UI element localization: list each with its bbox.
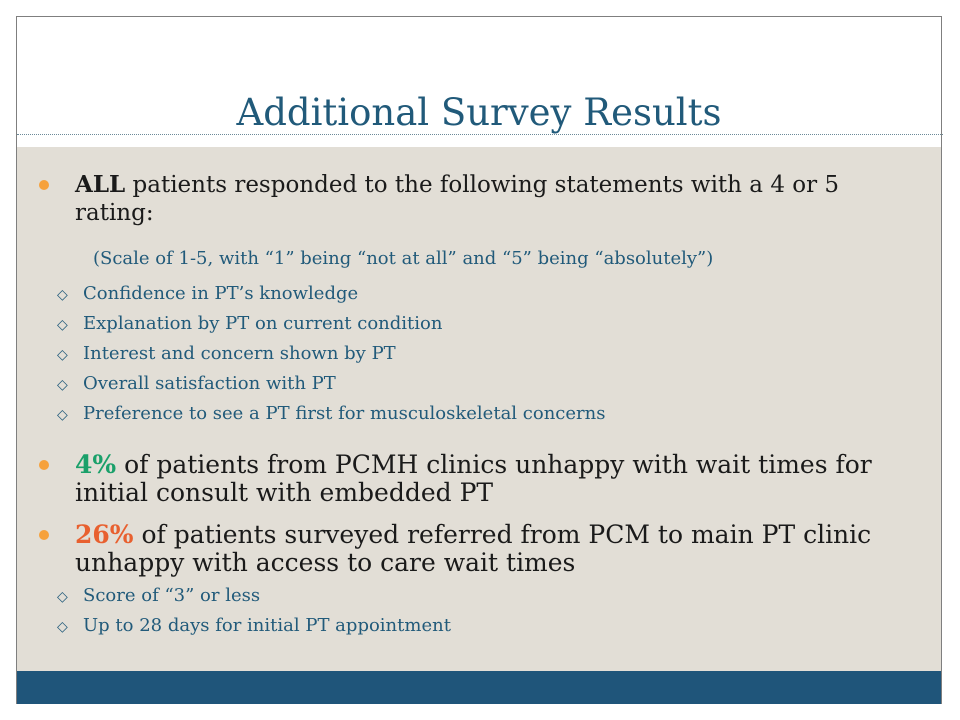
footer-bar [17, 671, 941, 704]
bullet-lead: 26% [75, 520, 134, 549]
orange-dot-icon [39, 530, 49, 540]
sub-item: ◇ Up to 28 days for initial PT appointmen… [57, 615, 451, 638]
hollow-diamond-icon: ◇ [57, 347, 68, 363]
sub-item: ◇ Interest and concern shown by PT [57, 343, 396, 366]
sub-item-label: Preference to see a PT first for musculo… [83, 403, 606, 424]
sub-item: ◇ Confidence in PT’s knowledge [57, 283, 358, 306]
sub-item: ◇ Explanation by PT on current condition [57, 313, 442, 336]
orange-dot-icon [39, 460, 49, 470]
bullet-lead: ALL [75, 171, 126, 198]
orange-dot-icon [39, 180, 49, 190]
hollow-diamond-icon: ◇ [57, 317, 68, 333]
hollow-diamond-icon: ◇ [57, 377, 68, 393]
bullet-body: of patients from PCMH clinics unhappy wi… [75, 450, 872, 507]
bullet-text: 4% of patients from PCMH clinics unhappy… [75, 451, 895, 507]
sub-item-label: Confidence in PT’s knowledge [83, 283, 359, 304]
bullet-text: ALL patients responded to the following … [75, 171, 895, 227]
sub-item-label: Up to 28 days for initial PT appointment [83, 615, 451, 636]
title-area: Additional Survey Results [17, 17, 941, 135]
sub-item: ◇ Score of “3” or less [57, 585, 260, 608]
hollow-diamond-icon: ◇ [57, 589, 68, 605]
title-divider [17, 134, 943, 135]
hollow-diamond-icon: ◇ [57, 287, 68, 303]
slide-frame: Additional Survey Results ALL patients r… [16, 16, 943, 704]
hollow-diamond-icon: ◇ [57, 619, 68, 635]
sub-item-label: Interest and concern shown by PT [83, 343, 396, 364]
bullet-text: 26% of patients surveyed referred from P… [75, 521, 895, 577]
sub-item-label: Overall satisfaction with PT [83, 373, 336, 394]
scale-note: (Scale of 1-5, with “1” being “not at al… [93, 248, 714, 269]
sub-item-label: Score of “3” or less [83, 585, 261, 606]
content-area: ALL patients responded to the following … [17, 147, 941, 671]
bullet-body: patients responded to the following stat… [75, 172, 840, 226]
hollow-diamond-icon: ◇ [57, 407, 68, 423]
sub-item: ◇ Overall satisfaction with PT [57, 373, 336, 396]
sub-item: ◇ Preference to see a PT first for muscul… [57, 403, 605, 426]
bullet-lead: 4% [75, 450, 117, 479]
bullet-body: of patients surveyed referred from PCM t… [75, 520, 872, 577]
slide-title: Additional Survey Results [236, 91, 722, 134]
sub-item-label: Explanation by PT on current condition [83, 313, 443, 334]
